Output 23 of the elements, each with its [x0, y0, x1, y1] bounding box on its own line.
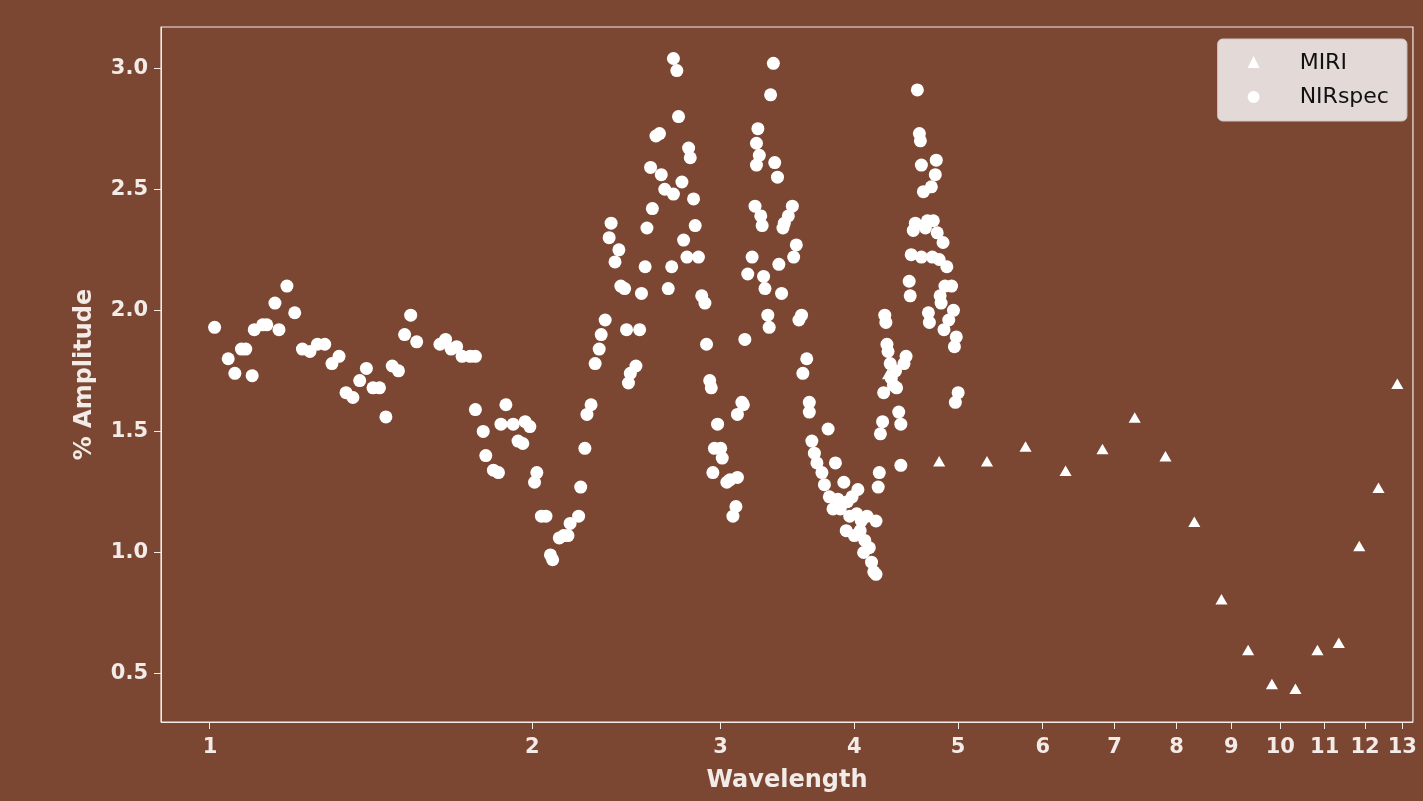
x-tick-label: 11 [1310, 734, 1340, 759]
legend-label: NIRspec [1299, 82, 1389, 108]
x-tick-label: 6 [1035, 734, 1051, 759]
y-tick-label: 2.5 [110, 175, 148, 200]
x-tick-label: 10 [1265, 734, 1295, 759]
legend-label: MIRI [1299, 48, 1347, 74]
x-axis-title: Wavelength [706, 764, 868, 793]
x-tick-label: 9 [1224, 734, 1239, 759]
x-tick-label: 5 [950, 734, 966, 759]
x-tick-label: 13 [1387, 734, 1417, 759]
y-tick-label: 3.0 [110, 54, 148, 79]
x-tick-label: 12 [1350, 734, 1380, 759]
x-tick-label: 1 [202, 734, 218, 759]
x-tick-label: 3 [713, 734, 728, 759]
x-tick-label: 4 [847, 734, 862, 759]
y-tick-label: 2.0 [110, 296, 148, 321]
y-tick-label: 1.0 [110, 538, 148, 563]
y-tick-label: 1.5 [110, 417, 148, 442]
y-axis-title: % Amplitude [68, 288, 97, 461]
y-tick-label: 0.5 [110, 660, 148, 685]
x-tick-label: 8 [1169, 734, 1184, 759]
x-tick-label: 2 [524, 734, 540, 759]
x-tick-label: 7 [1107, 734, 1122, 759]
